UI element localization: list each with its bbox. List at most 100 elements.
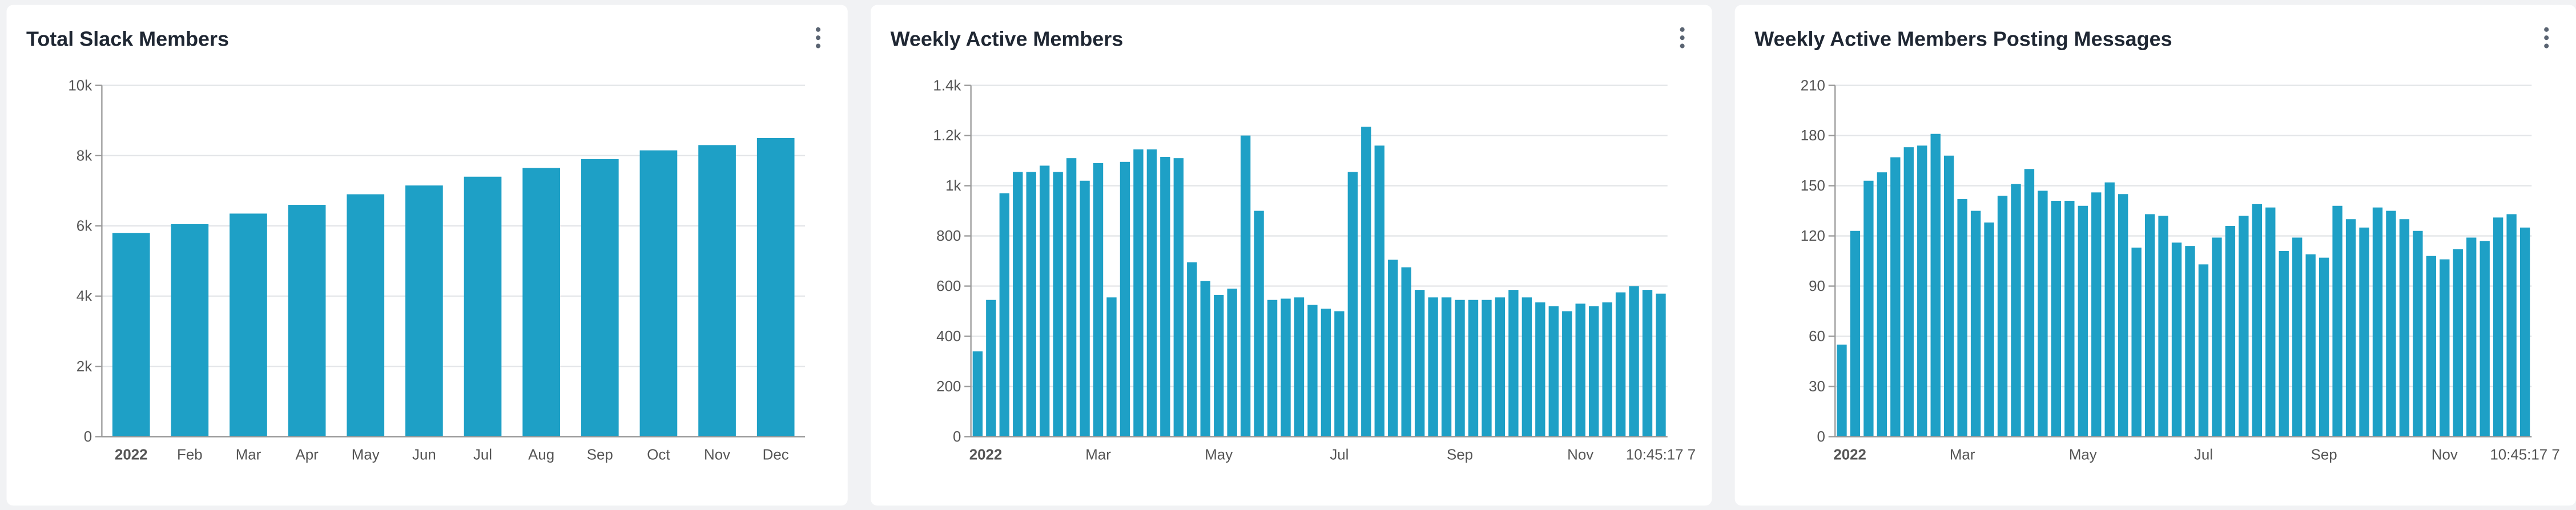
bar — [1850, 230, 1861, 437]
bar — [1093, 163, 1104, 437]
bar — [1321, 309, 1331, 437]
bar — [1388, 260, 1398, 437]
bar — [1548, 306, 1559, 437]
x-tick-label: Nov — [704, 447, 730, 463]
bar — [2453, 249, 2463, 437]
bar — [1943, 155, 1954, 437]
bar — [171, 224, 209, 437]
chart-title: Weekly Active Members Posting Messages — [1754, 27, 2172, 51]
bar — [1187, 262, 1197, 437]
bar — [1347, 172, 1358, 437]
panel — [1734, 5, 2576, 506]
bar — [2064, 200, 2075, 437]
x-tick-label: Mar — [1085, 447, 1111, 463]
bar — [2372, 207, 2383, 437]
bar — [1615, 292, 1626, 437]
bar — [1877, 172, 1887, 437]
y-tick-label: 0 — [84, 429, 92, 445]
y-tick-label: 210 — [1801, 78, 1825, 94]
bar — [2051, 200, 2062, 437]
x-tick-label: Dec — [763, 447, 789, 463]
bar — [2440, 259, 2450, 437]
bar — [1837, 345, 1847, 437]
bar — [347, 194, 385, 437]
bar — [2426, 256, 2437, 437]
bar — [2386, 211, 2396, 437]
bar — [1361, 127, 1371, 437]
x-tick-label: May — [1205, 447, 1233, 463]
y-tick-label: 1k — [945, 178, 961, 194]
y-tick-label: 2k — [77, 359, 92, 375]
x-tick-label: Jul — [2194, 447, 2213, 463]
bar — [2078, 205, 2088, 437]
x-tick-label: Apr — [295, 447, 319, 463]
y-tick-label: 10k — [68, 78, 92, 94]
bar — [1863, 180, 1874, 437]
bar — [1281, 298, 1291, 437]
bar — [2038, 191, 2048, 437]
bar — [1294, 297, 1305, 437]
bar — [1013, 172, 1023, 437]
y-tick-label: 150 — [1801, 178, 1825, 194]
y-tick-label: 60 — [1809, 329, 1825, 345]
bar — [2519, 227, 2530, 437]
bar — [1468, 299, 1479, 437]
bar — [1267, 299, 1278, 437]
bar — [2158, 216, 2168, 437]
bar — [1120, 161, 1130, 437]
bar — [1214, 294, 1224, 437]
bar — [2144, 214, 2155, 437]
bar — [1930, 133, 1941, 437]
bar — [1106, 297, 1117, 437]
y-tick-label: 400 — [936, 329, 961, 345]
y-tick-label: 6k — [77, 218, 92, 234]
bar — [1026, 172, 1036, 437]
bar — [405, 185, 443, 437]
x-tick-label: Sep — [1447, 447, 1473, 463]
bar — [1200, 281, 1210, 437]
bar — [464, 176, 502, 437]
y-tick-label: 90 — [1809, 278, 1825, 294]
menu-icon[interactable] — [1680, 27, 1685, 48]
bar — [1903, 147, 1914, 437]
x-tick-label: Mar — [1950, 447, 1975, 463]
bar — [1146, 149, 1157, 437]
y-tick-label: 600 — [936, 278, 961, 294]
y-tick-label: 0 — [953, 429, 961, 445]
bar — [2011, 184, 2021, 437]
bar — [2171, 242, 2182, 437]
y-tick-label: 800 — [936, 228, 961, 244]
bar — [1240, 135, 1251, 437]
bar — [2279, 250, 2289, 437]
x-tick-label: 2022 — [1833, 447, 1866, 463]
bar — [1254, 211, 1264, 437]
y-tick-label: 1.4k — [933, 78, 961, 94]
menu-icon[interactable] — [2544, 27, 2549, 48]
y-tick-label: 120 — [1801, 228, 1825, 244]
bar — [2319, 257, 2329, 437]
bar — [2131, 248, 2142, 437]
bar — [2359, 227, 2369, 437]
bar — [1957, 199, 1967, 437]
bar — [999, 193, 1009, 437]
y-tick-label: 8k — [77, 148, 92, 164]
bar — [1588, 306, 1599, 437]
bar — [1374, 145, 1384, 437]
bar — [1482, 299, 1492, 437]
bar — [1053, 172, 1063, 437]
bar — [2239, 216, 2249, 437]
x-tick-label: 10:45:17 7 — [1626, 447, 1696, 463]
bar — [2305, 254, 2316, 437]
bar — [972, 351, 983, 437]
x-tick-label: Nov — [2432, 447, 2458, 463]
bar — [230, 213, 267, 437]
bar — [1997, 196, 2008, 437]
bar — [2118, 194, 2128, 437]
bar — [2198, 264, 2209, 437]
bar — [1535, 302, 1545, 437]
y-tick-label: 1.2k — [933, 128, 961, 144]
bar — [698, 145, 736, 437]
menu-icon[interactable] — [815, 27, 821, 48]
bar — [1917, 145, 1927, 437]
x-tick-label: 2022 — [969, 447, 1003, 463]
